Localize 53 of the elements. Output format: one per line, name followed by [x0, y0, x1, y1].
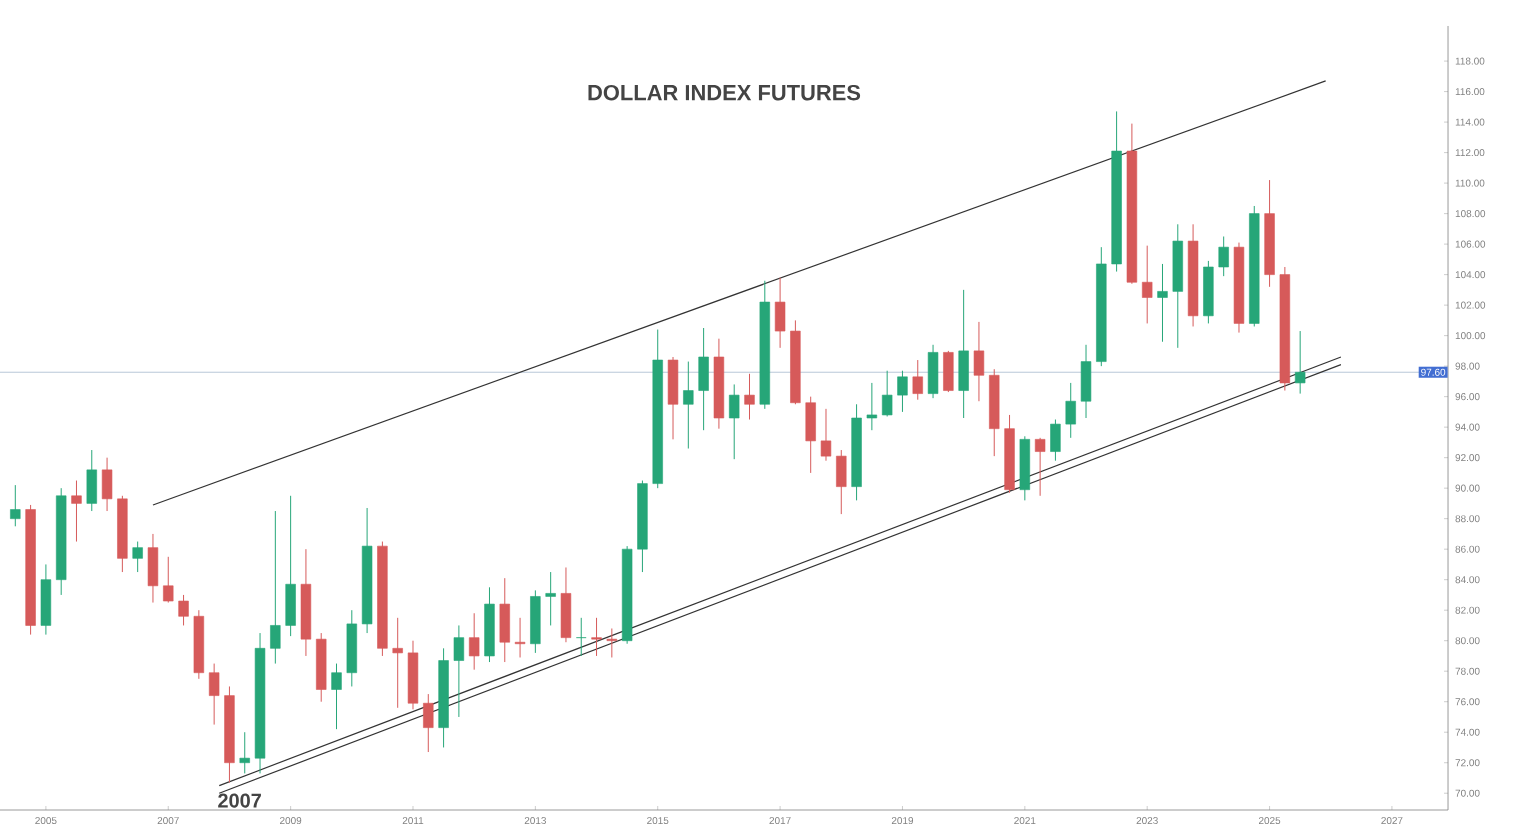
- candlestick: [576, 617, 587, 657]
- candlestick: [468, 612, 480, 671]
- candlestick: [132, 541, 143, 573]
- text: DOLLAR INDEX FUTURES: [588, 84, 861, 101]
- candlestick: [774, 277, 786, 349]
- candlestick: [729, 383, 740, 460]
- candlestick: [147, 533, 159, 604]
- candlestick: [927, 344, 939, 399]
- candlestick: [820, 408, 832, 462]
- candlestick: [178, 594, 189, 626]
- candlestick: [912, 359, 923, 401]
- candlestick: [40, 563, 52, 636]
- candlestick: [1157, 263, 1168, 343]
- candlestick: [71, 480, 82, 543]
- candlestick: [881, 370, 893, 417]
- candlestick: [560, 566, 572, 643]
- candlestick: [591, 617, 602, 657]
- candlestick: [101, 457, 113, 512]
- candlestick: [10, 484, 21, 527]
- candlestick: [1218, 235, 1229, 277]
- candlestick: [897, 370, 908, 413]
- candlestick: [1065, 382, 1076, 439]
- candlestick: [836, 449, 847, 515]
- candlestick: [698, 327, 709, 431]
- candlestick: [545, 571, 556, 626]
- candlestick: [86, 449, 97, 512]
- candlestick: [1050, 419, 1061, 462]
- candlestick: [208, 663, 220, 726]
- candlestick: [163, 556, 174, 604]
- candlestick: [392, 617, 403, 709]
- candlestick: [667, 356, 679, 440]
- candlestick: [331, 663, 342, 730]
- candlestick: [973, 321, 985, 402]
- candlestick: [499, 577, 510, 663]
- candlestick: [606, 627, 618, 658]
- candlestick: [1294, 330, 1306, 395]
- candlestick: [239, 731, 250, 774]
- candlestick: [805, 396, 816, 474]
- candlestick: [1142, 245, 1153, 324]
- candlestick: [530, 589, 541, 654]
- candlestick: [683, 361, 694, 449]
- candlestick: [1034, 437, 1046, 497]
- candlestick: [423, 693, 434, 753]
- candlestick: [866, 382, 878, 431]
- candlestick: [744, 373, 755, 421]
- candlestick: [514, 617, 526, 658]
- candlestick: [285, 495, 296, 637]
- annotation: 2007: [218, 793, 261, 808]
- candlestick: [1080, 344, 1092, 419]
- candlestick: [270, 510, 281, 665]
- candlestick: [943, 350, 954, 393]
- candlestick: [453, 624, 465, 718]
- candlestick: [958, 289, 969, 419]
